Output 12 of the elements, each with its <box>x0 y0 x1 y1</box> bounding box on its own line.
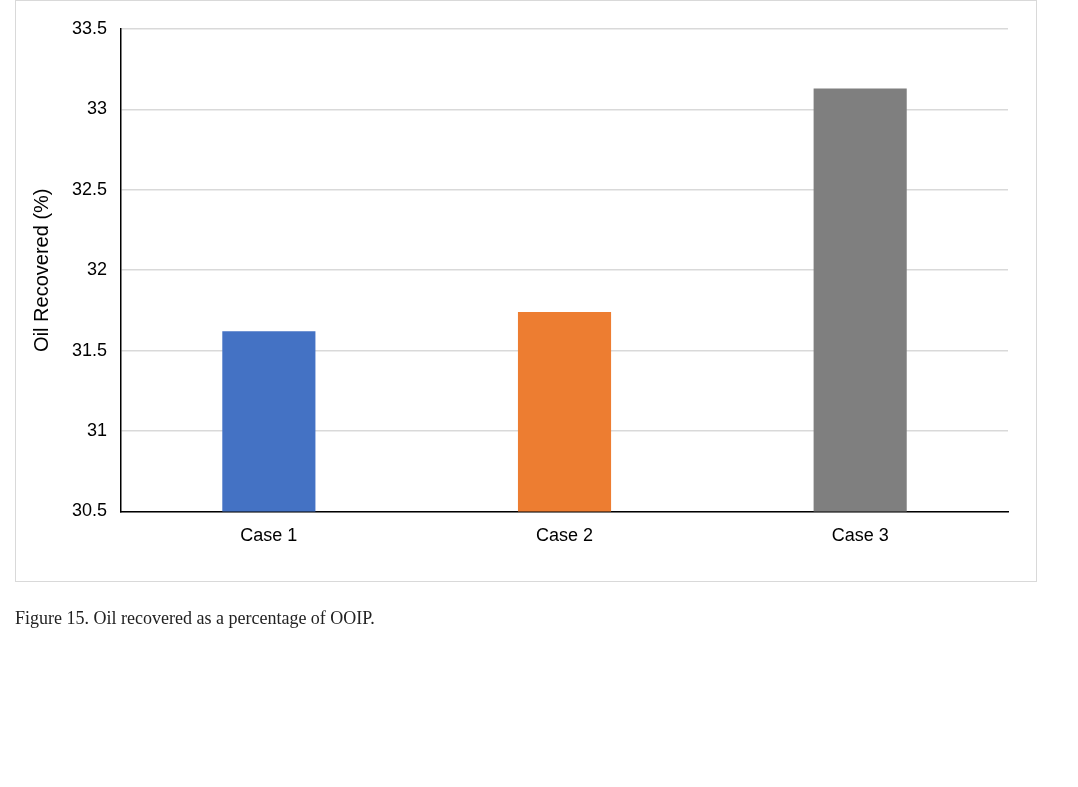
y-tick-label: 33.5 <box>71 17 108 38</box>
caption: Figure 15. Oil recovered as a percentage of OOIP. <box>15 608 375 629</box>
x-tick-label: Case 1 <box>240 525 298 546</box>
x-tick-label: Case 2 <box>535 525 594 546</box>
y-axis-title: Oil Recovered (%) <box>29 188 52 352</box>
y-tick-label: 31.5 <box>71 339 108 360</box>
y-tick-label: 32.5 <box>71 178 108 199</box>
x-tick-label: Case 3 <box>831 525 889 546</box>
y-tick-label: 33 <box>87 98 108 119</box>
y-tick-label: 32 <box>87 259 108 280</box>
y-tick-label: 30.5 <box>71 500 108 521</box>
y-tick-label: 31 <box>87 419 108 440</box>
